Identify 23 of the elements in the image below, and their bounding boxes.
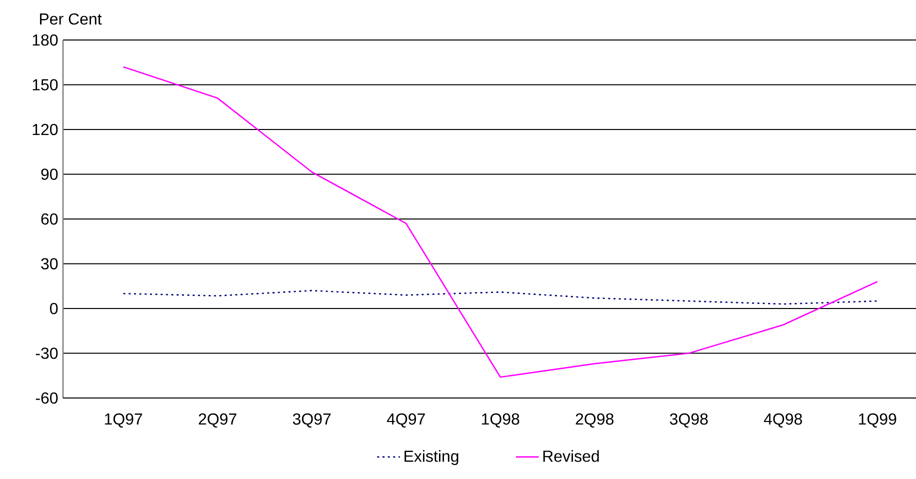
x-tick-label: 2Q98	[576, 413, 614, 428]
x-tick-label: 3Q97	[292, 413, 331, 428]
x-tick-label: 1Q98	[482, 413, 520, 428]
y-tick-label: 90	[41, 168, 58, 180]
x-tick-label: 3Q98	[670, 413, 708, 428]
y-tick-label: 180	[32, 34, 58, 46]
x-tick-label: 2Q97	[198, 413, 236, 428]
y-tick-label: -30	[36, 348, 58, 359]
y-tick-label: -60	[36, 392, 58, 404]
y-tick-label: 120	[32, 124, 58, 136]
y-tick-label: 30	[41, 258, 58, 270]
y-tick-label: 60	[41, 213, 58, 225]
y-tick-label: 150	[32, 79, 58, 90]
x-tick-label: 1Q99	[859, 413, 896, 428]
legend-label: Existing	[404, 450, 458, 466]
x-tick-label: 1Q97	[104, 413, 142, 428]
line-series	[122, 66, 878, 378]
line-series	[122, 290, 878, 305]
x-tick-label: 4Q97	[386, 413, 425, 428]
y-tick-label: 0	[50, 302, 58, 314]
legend-label: Revised	[543, 450, 599, 462]
x-tick-label: 4Q98	[764, 413, 802, 428]
y-axis-title: Per Cent	[40, 13, 102, 25]
